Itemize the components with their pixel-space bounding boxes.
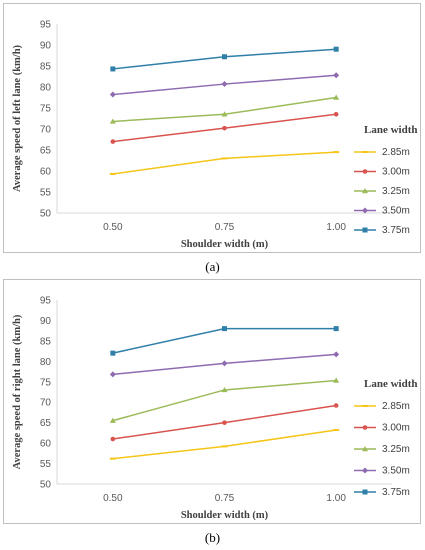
y-tick-label: 75 [40,104,52,115]
data-point [333,112,339,117]
x-axis-title: Shoulder width (m) [181,510,269,521]
data-point [333,377,340,383]
data-point [221,111,228,117]
legend-label: 2.85m [382,147,410,158]
line-chart-b: 50 55 60 65 70 75 80 85 90 95 0.50 0.75 1.00 Shoulder… [12,296,418,522]
data-point [221,360,228,367]
data-point [333,403,339,408]
legend-label: 2.85m [382,401,410,412]
legend-swatch-marker [362,446,368,452]
legend-label: 3.75m [382,487,410,498]
line-chart-a: 50 55 60 65 70 75 80 85 90 95 0.50 0.75 1.00 Shoulder… [12,20,418,251]
y-tick-label: 65 [40,146,52,157]
x-tick-label: 0.75 [215,222,235,233]
data-point [221,386,228,393]
y-tick-label: 75 [40,377,52,388]
x-tick-label: 0.75 [215,493,235,504]
caption-b: (b) [204,530,221,545]
legend-label: 3.25m [382,444,410,455]
y-tick-label: 95 [40,20,52,31]
data-point [222,326,227,332]
data-point [110,66,116,72]
data-point [109,118,116,124]
chart-panel-b: 50 55 60 65 70 75 80 85 90 95 0.50 0.75 1.00 Shoulder… [3,279,421,524]
x-tick-label: 1.00 [326,222,346,233]
data-point [110,436,116,442]
data-point [109,417,116,423]
y-tick-label: 90 [40,41,52,52]
legend-label: 3.00m [382,423,410,434]
chart-panel-a: 50 55 60 65 70 75 80 85 90 95 0.50 0.75 1.00 Shoulder… [3,3,421,253]
y-tick-label: 60 [40,439,52,450]
data-point [333,72,340,79]
y-tick-label: 65 [40,418,52,429]
y-tick-label: 80 [40,83,52,94]
data-point [333,326,339,332]
x-axis-title: Shoulder width (m) [181,239,269,250]
data-point [222,125,227,131]
series-line-3.25m [112,379,337,422]
y-tick-label: 55 [40,188,52,199]
data-point [110,139,116,144]
data-point [109,91,116,98]
legend-swatch-marker [362,188,368,194]
x-tick-label: 0.50 [103,493,123,504]
legend-label: 3.50m [382,206,410,217]
y-tick-label: 85 [40,62,52,73]
y-axis-title: Average speed of left lane (km/h) [12,44,23,192]
legend-swatch-marker [362,227,368,233]
legend-label: 3.00m [382,167,410,178]
y-tick-label: 55 [40,459,52,470]
data-point [222,420,227,425]
x-tick-label: 1.00 [326,493,346,504]
series-line-3.75m [112,327,337,354]
data-point [333,351,340,358]
y-axis-title: Average speed of right lane (km/h) [12,314,23,469]
data-point [222,54,227,60]
legend-label: 3.25m [382,186,410,197]
legend-title: Lane width [364,124,418,136]
x-tick-label: 0.50 [103,222,123,233]
data-point [333,46,339,52]
legend-swatch-marker [362,467,368,474]
y-tick-label: 50 [40,480,52,491]
legend-label: 3.50m [382,466,410,477]
y-tick-label: 60 [40,167,52,178]
y-tick-label: 70 [40,398,52,409]
y-tick-label: 80 [40,357,52,368]
y-tick-label: 70 [40,125,52,136]
caption-a: (a) [205,259,220,274]
legend-title: Lane width [364,378,418,390]
y-tick-label: 50 [40,209,52,220]
legend-swatch-marker [362,207,368,214]
legend-label: 3.75m [382,225,410,236]
data-point [333,94,340,100]
series-line-2.85m [112,151,337,175]
legend-swatch-marker [362,169,368,174]
legend-swatch-marker [362,489,368,495]
y-tick-label: 85 [40,336,52,347]
legend-swatch-marker [362,425,368,430]
data-point [110,350,116,356]
y-tick-label: 90 [40,316,52,327]
data-point [221,81,228,88]
data-point [109,371,116,378]
y-tick-label: 95 [40,296,52,307]
